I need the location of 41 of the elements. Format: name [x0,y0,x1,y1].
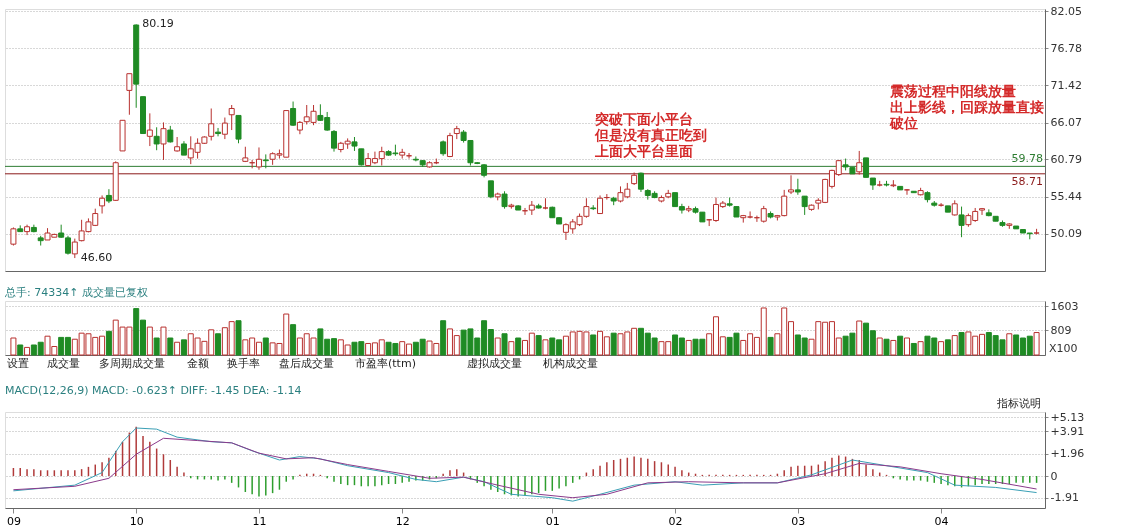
x-tick-label: 02 [668,514,683,525]
ref-line-label: 59.78 [1011,152,1043,166]
ref-line-label: 58.71 [1011,174,1043,188]
text: 虚拟成交量 [467,357,522,370]
text: 设置 [7,357,29,370]
x-tick-label: 04 [934,514,949,525]
y-tick-label: 1603 [1050,299,1079,313]
y-tick-label: 809 [1050,323,1072,337]
y-tick-label: 76.78 [1050,41,1082,55]
text: 机构成交量 [543,357,598,370]
y-tick-label: +1.96 [1050,447,1085,461]
text: 市盈率(ttm) [355,357,416,370]
y-tick-label: 0 [1050,469,1058,483]
y-tick-label: 50.09 [1050,227,1082,241]
chart-title: 总手: 74334↑ 成交量已复权 [4,286,148,300]
y-tick-label: -1.91 [1050,491,1079,505]
x-tick-label: 03 [791,514,806,525]
annotation: 震荡过程中阳线放量出上影线，回踩放量直接破位 [889,83,1044,131]
text: 成交量 [47,357,80,370]
y-axis-title: X100 [1049,342,1078,355]
text: 多周期成交量 [99,357,165,370]
text: 换手率 [227,357,260,370]
text: 指标说明 [996,397,1041,410]
annotation: 突破下面小平台但是没有真正吃到上面大平台里面 [594,111,707,159]
y-tick-label: 82.05 [1050,4,1082,18]
y-tick-label: +3.91 [1050,424,1085,438]
x-tick-label: 01 [545,514,560,525]
y-tick-label: 55.44 [1050,190,1082,204]
annotation: 80.19 [142,17,174,31]
x-tick-label: 10 [129,514,144,525]
x-tick-label: 11 [252,514,267,525]
annotation: 46.60 [80,251,113,265]
y-tick-label: 71.42 [1050,78,1082,92]
chart-title: MACD(12,26,9) MACD: -0.623↑ DIFF: -1.45 DEA: -1.14 [5,384,302,397]
x-tick-label: 09 [6,514,21,525]
text: 金额 [187,357,209,370]
y-tick-label: 66.07 [1050,116,1082,130]
text: 盘后成交量 [279,357,334,370]
x-tick-label: 12 [395,514,410,525]
y-tick-label: 60.79 [1050,152,1082,166]
y-tick-label: +5.13 [1050,410,1085,424]
